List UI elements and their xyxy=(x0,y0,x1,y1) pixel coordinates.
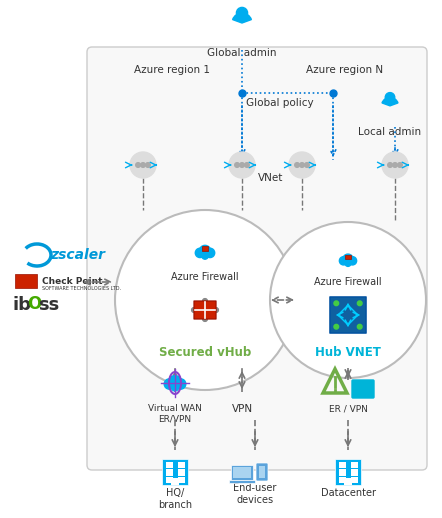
FancyBboxPatch shape xyxy=(166,469,173,476)
FancyBboxPatch shape xyxy=(339,469,347,476)
Circle shape xyxy=(295,163,299,167)
Text: Azure region N: Azure region N xyxy=(306,65,384,75)
Text: Virtual WAN
ER/VPN: Virtual WAN ER/VPN xyxy=(148,404,202,423)
Circle shape xyxy=(171,384,179,391)
Circle shape xyxy=(191,308,196,312)
Wedge shape xyxy=(232,13,251,23)
Circle shape xyxy=(236,7,248,19)
Circle shape xyxy=(206,248,215,257)
Circle shape xyxy=(213,308,218,312)
FancyBboxPatch shape xyxy=(229,480,255,482)
Circle shape xyxy=(235,163,240,167)
Text: zscaler: zscaler xyxy=(50,248,105,262)
FancyBboxPatch shape xyxy=(351,469,358,476)
FancyBboxPatch shape xyxy=(166,477,173,483)
FancyBboxPatch shape xyxy=(344,478,352,485)
Circle shape xyxy=(339,256,348,265)
Circle shape xyxy=(289,152,315,178)
Text: HQ/
branch: HQ/ branch xyxy=(158,488,192,510)
FancyBboxPatch shape xyxy=(178,469,185,476)
FancyBboxPatch shape xyxy=(178,462,185,468)
FancyBboxPatch shape xyxy=(166,462,173,468)
Circle shape xyxy=(305,163,309,167)
Wedge shape xyxy=(382,97,398,106)
Text: Global policy: Global policy xyxy=(246,98,314,108)
Circle shape xyxy=(398,163,402,167)
FancyBboxPatch shape xyxy=(351,462,358,468)
Circle shape xyxy=(202,316,207,321)
Circle shape xyxy=(164,379,175,389)
FancyBboxPatch shape xyxy=(330,297,366,333)
Circle shape xyxy=(130,152,156,178)
FancyBboxPatch shape xyxy=(256,463,268,481)
Text: ER / VPN: ER / VPN xyxy=(328,404,367,413)
Circle shape xyxy=(199,246,211,257)
Circle shape xyxy=(385,93,395,102)
Text: O: O xyxy=(27,295,41,313)
Circle shape xyxy=(141,163,145,167)
Text: Azure region 1: Azure region 1 xyxy=(134,65,210,75)
Circle shape xyxy=(115,210,295,390)
FancyBboxPatch shape xyxy=(202,246,208,251)
Circle shape xyxy=(202,253,208,259)
Circle shape xyxy=(244,163,249,167)
Circle shape xyxy=(168,376,181,388)
FancyBboxPatch shape xyxy=(162,459,188,485)
Text: Azure Firewall: Azure Firewall xyxy=(314,277,382,287)
Circle shape xyxy=(334,301,339,306)
FancyBboxPatch shape xyxy=(233,467,251,478)
Circle shape xyxy=(240,163,244,167)
Text: SOFTWARE TECHNOLOGIES LTD.: SOFTWARE TECHNOLOGIES LTD. xyxy=(42,286,121,292)
FancyBboxPatch shape xyxy=(15,274,37,288)
Circle shape xyxy=(136,163,141,167)
Text: Datacenter: Datacenter xyxy=(320,488,376,498)
Text: End-user
devices: End-user devices xyxy=(233,483,277,505)
Text: ib: ib xyxy=(13,296,32,314)
Circle shape xyxy=(388,163,392,167)
FancyBboxPatch shape xyxy=(231,465,253,480)
Text: ss: ss xyxy=(38,296,59,314)
FancyBboxPatch shape xyxy=(345,255,351,258)
Circle shape xyxy=(382,152,408,178)
Circle shape xyxy=(300,163,305,167)
FancyBboxPatch shape xyxy=(87,47,427,470)
Circle shape xyxy=(202,298,207,304)
Text: Hub VNET: Hub VNET xyxy=(315,346,381,358)
Circle shape xyxy=(229,152,255,178)
FancyBboxPatch shape xyxy=(352,380,374,398)
Circle shape xyxy=(343,254,353,264)
Circle shape xyxy=(145,163,150,167)
FancyBboxPatch shape xyxy=(335,459,361,485)
FancyBboxPatch shape xyxy=(178,477,185,483)
Text: Azure Firewall: Azure Firewall xyxy=(171,272,239,282)
FancyBboxPatch shape xyxy=(171,478,179,485)
Circle shape xyxy=(358,301,362,306)
Circle shape xyxy=(392,163,397,167)
Circle shape xyxy=(175,379,186,389)
FancyBboxPatch shape xyxy=(259,466,265,478)
Text: Secured vHub: Secured vHub xyxy=(159,346,251,358)
FancyBboxPatch shape xyxy=(339,462,347,468)
Text: Local admin: Local admin xyxy=(358,127,422,137)
Text: VPN: VPN xyxy=(232,404,252,414)
Circle shape xyxy=(345,261,351,266)
Circle shape xyxy=(334,324,339,329)
Circle shape xyxy=(348,256,357,265)
Circle shape xyxy=(358,324,362,329)
FancyBboxPatch shape xyxy=(194,301,216,319)
FancyBboxPatch shape xyxy=(351,477,358,483)
Text: Global admin: Global admin xyxy=(207,48,277,58)
Text: VNet: VNet xyxy=(258,173,284,183)
Circle shape xyxy=(270,222,426,378)
Text: Check Point: Check Point xyxy=(42,278,103,286)
FancyBboxPatch shape xyxy=(339,477,347,483)
Circle shape xyxy=(195,248,205,257)
